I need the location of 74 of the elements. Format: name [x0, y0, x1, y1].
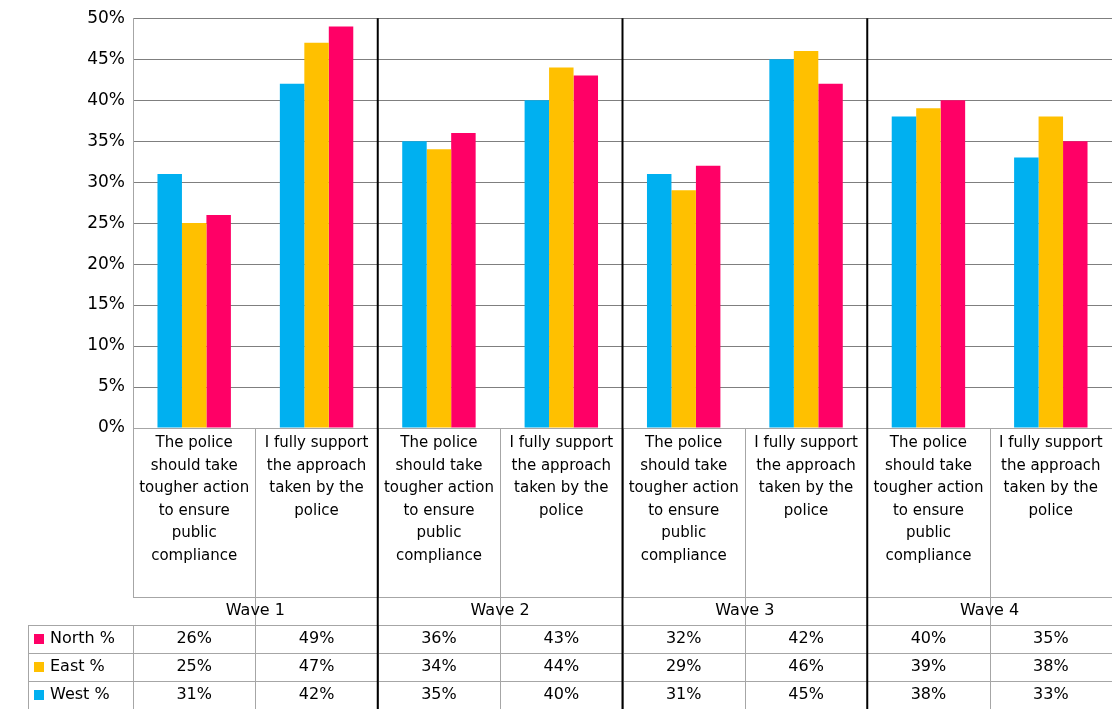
- data-label: 45%: [788, 684, 824, 704]
- bar: [891, 116, 917, 428]
- bar: [206, 214, 231, 428]
- data-label: 29%: [665, 656, 702, 676]
- y-tick-label: 5%: [98, 375, 125, 396]
- x-tick-label: I fully support the approach taken by the police: [264, 433, 369, 519]
- legend-label: East %: [50, 656, 105, 676]
- bar: [304, 42, 329, 428]
- data-label: 31%: [176, 684, 212, 704]
- bar: [279, 83, 305, 428]
- bar: [940, 100, 966, 428]
- bar: [426, 149, 452, 428]
- data-label: 49%: [298, 628, 335, 648]
- y-tick-label: 30%: [87, 170, 125, 191]
- data-label: 39%: [910, 656, 947, 676]
- bar: [573, 75, 599, 428]
- bar: [451, 132, 476, 428]
- x-tick-label: The police should take tougher action to ensure public compliance: [139, 433, 250, 564]
- bar: [695, 165, 721, 428]
- bar: [1038, 116, 1064, 428]
- data-label: 35%: [1033, 628, 1069, 648]
- x-tick-label: I fully support the approach taken by the police: [754, 433, 858, 519]
- y-tick-label: 0%: [98, 416, 125, 437]
- data-label: 47%: [298, 656, 335, 676]
- data-label: 43%: [543, 628, 580, 648]
- data-label: 35%: [421, 684, 457, 704]
- y-tick-label: 25%: [87, 211, 125, 232]
- bar: [402, 141, 427, 428]
- data-label: 42%: [788, 628, 824, 648]
- bar: [181, 223, 207, 428]
- bar: [1063, 141, 1088, 428]
- legend-label: West %: [50, 684, 110, 704]
- data-label: 46%: [788, 656, 824, 676]
- data-label: 26%: [176, 628, 212, 648]
- y-tick-label: 15%: [87, 293, 125, 314]
- text: Wave 3: [715, 600, 775, 620]
- legend-label: North %: [50, 628, 116, 648]
- x-tick-label: The police should take tougher action to ensure public compliance: [873, 433, 984, 564]
- x-tick-label: The police should take tougher action to ensure public compliance: [383, 433, 494, 564]
- data-label: 40%: [543, 684, 580, 704]
- bar: [818, 83, 843, 428]
- data-label: 34%: [421, 656, 457, 676]
- y-tick-label: 40%: [87, 88, 125, 109]
- bar: [328, 26, 354, 428]
- data-label: 25%: [176, 656, 212, 676]
- x-tick-label: The police should take tougher action to ensure public compliance: [628, 433, 739, 564]
- data-label: 36%: [421, 628, 457, 648]
- data-label: 42%: [298, 684, 335, 704]
- data-label: 40%: [910, 628, 947, 648]
- x-tick-label: I fully support the approach taken by the police: [509, 433, 614, 519]
- data-label: 38%: [910, 684, 947, 704]
- bar: [671, 190, 696, 428]
- data-label: 31%: [665, 684, 702, 704]
- data-label: 44%: [543, 656, 580, 676]
- bar: [916, 108, 941, 428]
- y-tick-label: 50%: [87, 6, 125, 27]
- y-tick-label: 20%: [87, 252, 125, 273]
- y-tick-label: 10%: [87, 334, 125, 355]
- data-label: 33%: [1033, 684, 1069, 704]
- bar: [769, 59, 794, 428]
- bar: [1014, 157, 1039, 428]
- data-label: 32%: [665, 628, 702, 648]
- bar: [646, 173, 672, 428]
- bar: [157, 173, 182, 428]
- data-label: 38%: [1033, 656, 1069, 676]
- x-tick-label: I fully support the approach taken by the police: [999, 433, 1103, 519]
- bar: [549, 67, 574, 428]
- text: Wave 1: [225, 600, 285, 620]
- y-tick-label: 45%: [87, 47, 125, 68]
- text: Wave 4: [960, 600, 1020, 620]
- text: Wave 2: [470, 600, 530, 620]
- bar: [524, 100, 550, 428]
- y-tick-label: 35%: [87, 129, 125, 150]
- bar: [793, 50, 819, 428]
